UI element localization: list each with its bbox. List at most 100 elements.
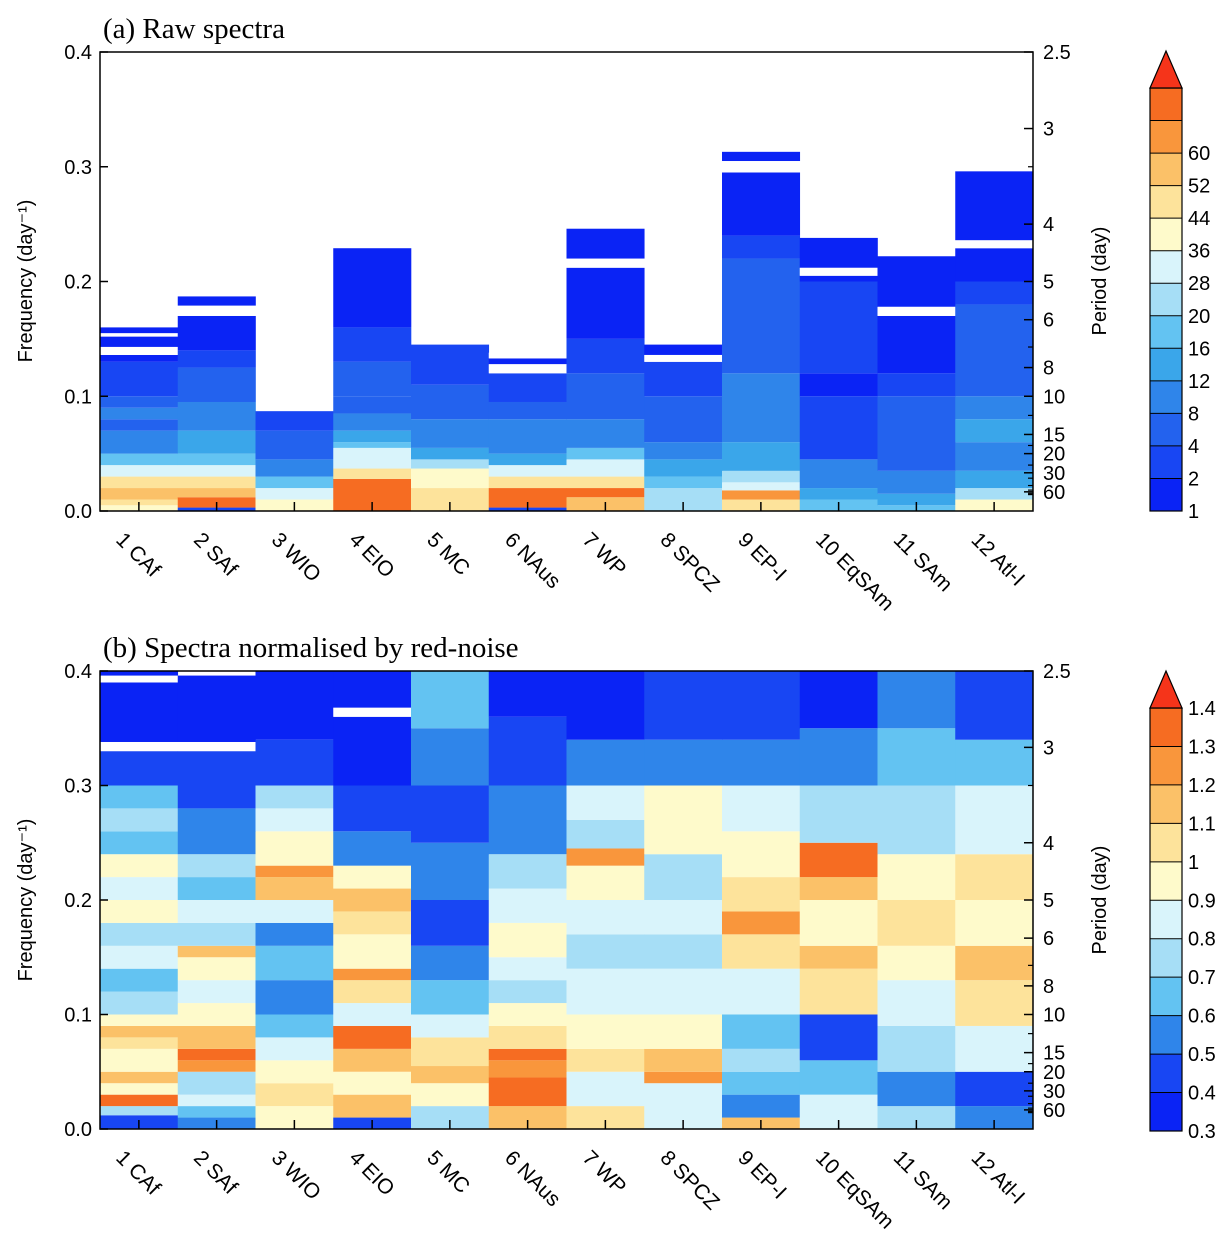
panel-a-ylabel: Frequency (day⁻¹) <box>15 200 37 363</box>
heatmap-cell <box>722 235 801 259</box>
heatmap-cell <box>333 934 412 969</box>
colorbar-label: 1.2 <box>1188 775 1216 797</box>
colorbar-label: 0.8 <box>1188 929 1216 951</box>
colorbar-label: 0.5 <box>1188 1044 1216 1066</box>
colorbar-label: 44 <box>1188 208 1210 230</box>
colorbar-extension <box>1149 49 1183 89</box>
heatmap-cell <box>177 367 256 402</box>
colorbar-extension <box>1149 669 1183 709</box>
heatmap-cell <box>566 373 645 420</box>
heatmap-cell <box>488 671 567 717</box>
heatmap-cell <box>100 1048 179 1072</box>
heatmap-cell <box>799 900 878 946</box>
period-tick-label: 10 <box>1043 386 1065 408</box>
heatmap-cell <box>566 459 645 477</box>
colorbar-box <box>1150 708 1182 747</box>
colorbar-label: 0.6 <box>1188 1006 1216 1028</box>
heatmap-cell <box>411 384 490 420</box>
heatmap-cell <box>333 1003 412 1026</box>
colorbar-label: 28 <box>1188 273 1210 295</box>
heatmap-cell <box>877 945 956 981</box>
heatmap-cell <box>177 305 256 316</box>
y-tick-label: 0.2 <box>64 890 92 912</box>
colorbar-box <box>1150 120 1182 154</box>
heatmap-cell <box>488 957 567 981</box>
heatmap-cell <box>100 671 179 676</box>
heatmap-cell <box>177 1003 256 1026</box>
heatmap-cell <box>333 968 412 981</box>
colorbar-label: 2 <box>1188 468 1199 490</box>
heatmap-cell <box>411 671 490 729</box>
heatmap-cell <box>411 728 490 786</box>
panel-b-cells <box>100 671 1034 1129</box>
heatmap-cell <box>177 1060 256 1072</box>
heatmap-cell <box>644 1071 723 1084</box>
heatmap-cell <box>411 900 490 946</box>
heatmap-cell <box>799 1014 878 1061</box>
heatmap-cell <box>644 476 723 489</box>
heatmap-cell <box>877 671 956 729</box>
heatmap-cell <box>877 1106 956 1129</box>
heatmap-cell <box>877 785 956 855</box>
heatmap-cell <box>799 671 878 729</box>
heatmap-cell <box>100 675 179 683</box>
heatmap-cell <box>488 922 567 958</box>
heatmap-cell <box>100 396 179 408</box>
heatmap-cell <box>333 1071 412 1095</box>
heatmap-cell <box>799 275 878 282</box>
panel-a-title: (a) Raw spectra <box>103 13 285 45</box>
heatmap-cell <box>799 728 878 786</box>
heatmap-cell <box>100 430 179 454</box>
y-tick-label: 0.0 <box>64 501 92 523</box>
heatmap-cell <box>955 739 1034 786</box>
category-label: 11 SAm <box>889 1146 957 1214</box>
heatmap-cell <box>799 785 878 843</box>
colorbar-box <box>1150 283 1182 317</box>
heatmap-cell <box>255 1014 334 1038</box>
heatmap-cell <box>333 413 412 431</box>
heatmap-cell <box>177 1048 256 1061</box>
heatmap-cell <box>955 1106 1034 1129</box>
heatmap-cell <box>955 671 1034 740</box>
heatmap-cell <box>566 1048 645 1072</box>
heatmap-cell <box>333 468 412 479</box>
colorbar-label: 16 <box>1188 338 1210 360</box>
heatmap-cell <box>722 831 801 878</box>
heatmap-cell <box>411 1083 490 1107</box>
heatmap-cell <box>799 267 878 276</box>
heatmap-cell <box>955 240 1034 249</box>
heatmap-cell <box>722 934 801 969</box>
heatmap-cell <box>177 980 256 1004</box>
heatmap-cell <box>255 671 334 740</box>
panel-b-ylabel: Frequency (day⁻¹) <box>15 819 37 982</box>
category-label: 6 NAus <box>500 528 565 593</box>
heatmap-cell <box>100 877 179 900</box>
heatmap-cell <box>799 373 878 397</box>
heatmap-cell <box>722 911 801 935</box>
colorbar-box <box>1150 153 1182 187</box>
period-tick-label: 5 <box>1043 890 1054 912</box>
heatmap-cell <box>100 453 179 466</box>
heatmap-cell <box>100 1083 179 1095</box>
colorbar-label: 1.1 <box>1188 813 1216 835</box>
colorbar-box <box>1150 218 1182 252</box>
heatmap-cell <box>255 459 334 477</box>
heatmap-cell <box>644 1014 723 1049</box>
heatmap-cell <box>799 459 878 489</box>
heatmap-cell <box>488 419 567 454</box>
heatmap-cell <box>100 682 179 742</box>
colorbar-box <box>1150 315 1182 349</box>
heatmap-cell <box>644 344 723 355</box>
heatmap-cell <box>488 465 567 477</box>
heatmap-cell <box>877 256 956 307</box>
colorbar-label: 0.3 <box>1188 1121 1216 1143</box>
heatmap-cell <box>255 739 334 786</box>
heatmap-cell <box>799 396 878 460</box>
category-label: 1 CAf <box>111 1146 165 1200</box>
heatmap-cell <box>100 741 179 752</box>
y-tick-label: 0.1 <box>64 1005 92 1027</box>
heatmap-cell <box>255 900 334 923</box>
heatmap-cell <box>100 1014 179 1026</box>
heatmap-cell <box>333 1094 412 1118</box>
